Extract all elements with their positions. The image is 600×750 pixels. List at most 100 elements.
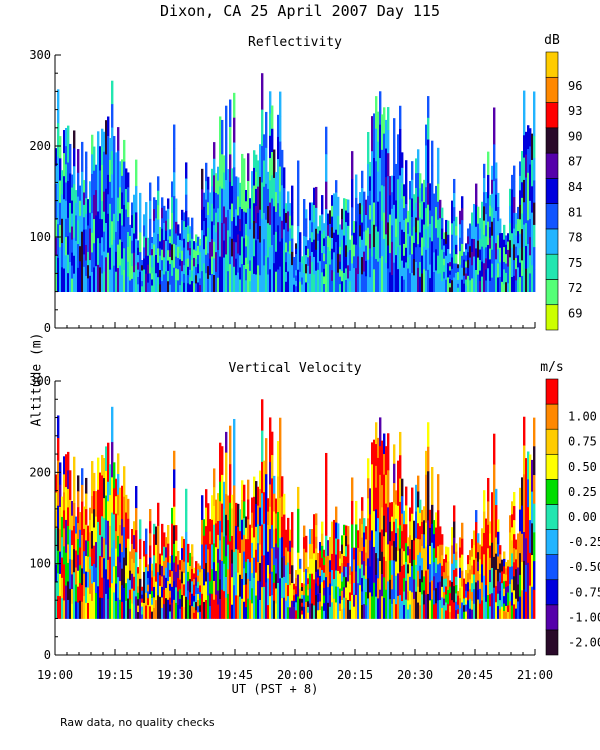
data-cell [237,196,240,216]
data-cell [365,552,368,567]
data-cell [163,257,166,275]
y-tick-label: 200 [29,139,51,153]
data-cell [245,201,248,213]
data-cell [221,222,224,258]
data-cell [125,547,128,566]
data-cell [211,238,214,257]
data-cell [399,455,402,479]
data-cell [245,607,248,619]
data-cell [151,563,154,571]
data-cell [439,273,442,292]
data-cell [487,221,490,246]
data-cell [357,583,360,602]
data-cell [207,227,210,241]
data-cell [463,283,466,292]
data-cell [319,576,322,585]
data-cell [415,276,418,292]
data-cell [367,498,370,519]
data-cell [233,585,236,619]
data-cell [385,148,388,178]
data-cell [457,276,460,281]
data-cell [175,587,178,604]
data-cell [247,578,250,600]
data-cell [419,592,422,606]
data-cell [359,225,362,237]
data-cell [417,554,420,572]
data-cell [231,494,234,509]
data-cell [157,176,160,192]
data-cell [91,232,94,253]
data-cell [189,269,192,278]
data-cell [167,260,170,272]
data-cell [327,213,330,226]
data-cell [487,548,490,573]
data-cell [425,166,428,188]
data-cell [391,175,394,193]
data-cell [445,578,448,587]
data-cell [379,417,382,447]
data-cell [213,562,216,582]
data-cell [217,222,220,237]
data-cell [531,238,534,266]
data-cell [193,283,196,292]
data-cell [119,543,122,563]
data-cell [165,547,168,558]
data-cell [391,275,394,292]
data-cell [437,165,440,185]
data-cell [361,591,364,606]
data-cell [395,575,398,591]
data-cell [527,590,530,619]
colorbar-label: 87 [568,155,582,169]
data-cell [503,239,506,248]
data-cell [425,187,428,209]
data-cell [151,577,154,585]
data-cell [485,214,488,226]
data-cell [467,600,470,610]
data-cell [381,551,384,575]
data-cell [389,195,392,215]
data-cell [403,255,406,269]
data-cell [103,478,106,499]
data-cell [485,258,488,270]
data-cell [349,281,352,292]
data-cell [407,582,410,592]
data-cell [335,522,338,539]
data-cell [61,598,64,619]
data-cell [127,578,130,599]
data-cell [489,270,492,282]
data-cell [129,280,132,292]
data-cell [231,185,234,204]
data-cell [467,591,470,601]
data-cell [393,444,396,465]
data-cell [453,570,456,587]
data-cell [253,238,256,257]
data-cell [121,502,124,520]
data-cell [207,253,210,267]
data-cell [463,259,466,269]
data-cell [107,252,110,273]
data-cell [363,604,366,619]
data-cell [283,270,286,292]
data-cell [249,270,252,282]
data-cell [441,544,444,556]
data-cell [131,266,134,280]
data-cell [125,530,128,549]
data-cell [517,567,520,585]
data-cell [271,455,274,479]
data-cell [113,161,116,189]
data-cell [449,287,452,292]
data-cell [91,193,94,214]
data-cell [213,599,216,619]
data-cell [357,600,360,619]
data-cell [497,556,500,570]
data-cell [455,226,458,236]
data-cell [303,595,306,608]
data-cell [255,481,258,505]
data-cell [77,491,80,508]
data-cell [115,531,118,549]
colorbar-swatch [545,629,559,656]
data-cell [291,265,294,279]
data-cell [217,277,220,292]
data-cell [135,265,138,292]
data-cell [321,557,324,571]
